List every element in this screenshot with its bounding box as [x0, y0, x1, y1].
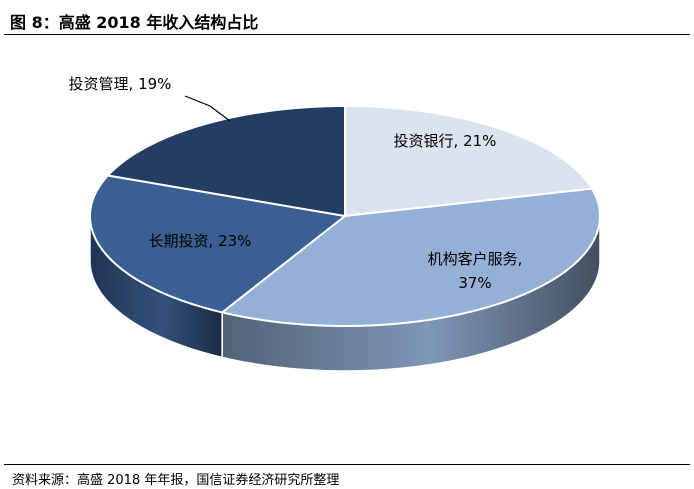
- slice-4-top: [105, 104, 346, 218]
- chart-area: 投资银行, 21% 机构客户服务, 37% 长期投资, 23% 投资管理, 19%: [0, 36, 694, 456]
- slice-4-label: 投资管理, 19%: [69, 75, 172, 93]
- slice-1-top: [344, 104, 594, 218]
- slice-1-label: 投资银行, 21%: [394, 132, 497, 150]
- source-note: 资料来源：高盛 2018 年年报，国信证券经济研究所整理: [12, 473, 340, 488]
- slice-3-label: 长期投资, 23%: [149, 232, 252, 250]
- slice-3-top: [88, 174, 348, 314]
- slice-4-leader-line: [184, 95, 231, 122]
- pie-top-faces: [88, 104, 601, 328]
- figure-title: 图 8：高盛 2018 年收入结构占比: [10, 13, 259, 32]
- pie-labels: 投资银行, 21% 机构客户服务, 37% 长期投资, 23% 投资管理, 19%: [69, 75, 523, 292]
- slice-2-label: 机构客户服务, 37%: [428, 250, 523, 292]
- source-bar: 资料来源：高盛 2018 年年报，国信证券经济研究所整理: [4, 464, 690, 489]
- slice-2-top: [219, 187, 601, 328]
- title-bar: 图 8：高盛 2018 年收入结构占比: [4, 4, 690, 35]
- pie-chart: 投资银行, 21% 机构客户服务, 37% 长期投资, 23% 投资管理, 19%: [69, 75, 601, 372]
